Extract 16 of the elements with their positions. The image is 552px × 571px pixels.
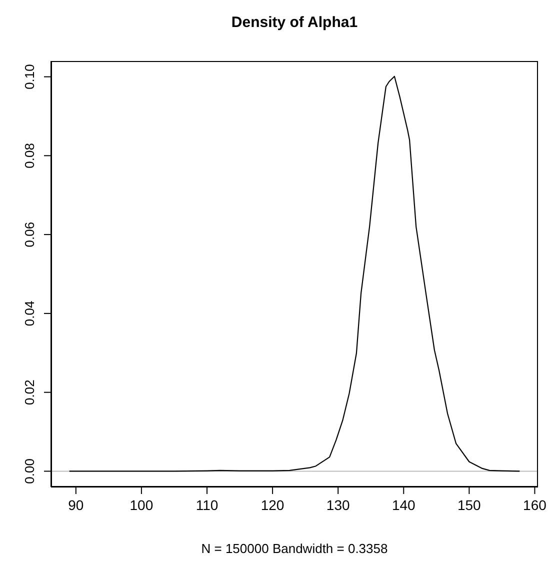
x-tick-label: 160 xyxy=(523,496,547,513)
x-tick-label: 120 xyxy=(260,496,284,513)
y-tick-label: 0.06 xyxy=(22,222,37,248)
x-tick-label: 130 xyxy=(326,496,350,513)
y-tick-label: 0.08 xyxy=(22,143,37,168)
x-tick-label: 110 xyxy=(196,496,218,513)
y-tick-label: 0.04 xyxy=(22,300,37,326)
x-tick-label: 150 xyxy=(458,496,482,513)
chart-title: Density of Alpha1 xyxy=(230,14,359,31)
y-tick-label: 0.10 xyxy=(22,64,37,90)
y-tick-label: 0.00 xyxy=(22,458,37,484)
x-tick-label: 100 xyxy=(130,496,154,513)
x-tick-label: 90 xyxy=(68,496,84,513)
x-tick-label: 140 xyxy=(392,496,416,513)
x-axis-title: N = 150000 Bandwidth = 0.3358 xyxy=(201,541,388,556)
y-tick-label: 0.02 xyxy=(22,380,37,405)
